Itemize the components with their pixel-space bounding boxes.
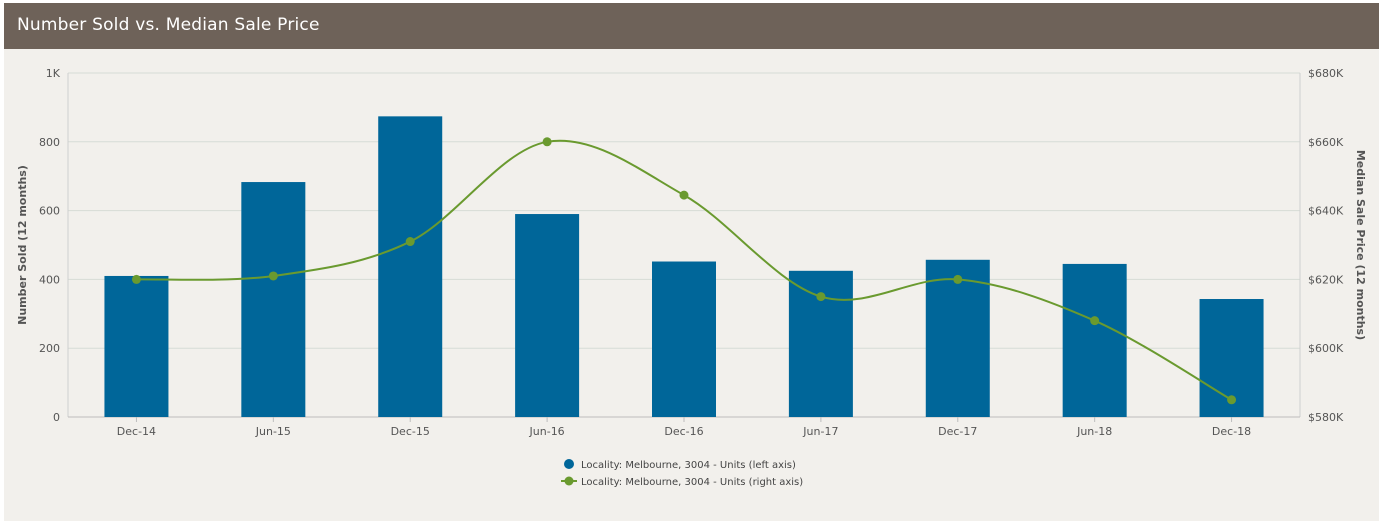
right-tick-label: $620K xyxy=(1308,273,1344,286)
bar[interactable] xyxy=(652,261,716,417)
x-tick-label: Jun-18 xyxy=(1076,425,1112,438)
bar[interactable] xyxy=(104,275,169,417)
left-tick-label: 800 xyxy=(39,136,60,149)
chart-title: Number Sold vs. Median Sale Price xyxy=(17,15,320,35)
left-axis-title: Number Sold (12 months) xyxy=(16,165,29,325)
legend-line-dot[interactable] xyxy=(564,476,574,486)
line-point[interactable] xyxy=(405,237,415,247)
chart-panel: Number Sold vs. Median Sale Price 0 $580K… xyxy=(4,3,1379,521)
right-tick-label: $640K xyxy=(1308,205,1344,218)
line-point[interactable] xyxy=(816,292,826,302)
legend-item-line[interactable]: Locality: Melbourne, 3004 - Units (right… xyxy=(581,477,803,488)
bar[interactable] xyxy=(515,214,580,417)
x-tick-label: Jun-16 xyxy=(529,425,565,438)
chart-header: Number Sold vs. Median Sale Price xyxy=(4,3,1379,49)
x-tick-label: Dec-17 xyxy=(938,425,977,438)
right-tick-label: $680K xyxy=(1308,67,1344,80)
right-tick-label: $660K xyxy=(1308,136,1344,149)
x-tick-label: Dec-16 xyxy=(664,425,703,438)
x-tick-label: Dec-15 xyxy=(391,425,430,438)
line-point[interactable] xyxy=(953,274,963,284)
x-tick-label: Dec-14 xyxy=(117,425,156,438)
legend-bar-marker[interactable] xyxy=(564,459,574,469)
x-tick-label: Jun-15 xyxy=(255,425,291,438)
line-point[interactable] xyxy=(131,274,141,284)
left-tick-label: 1K xyxy=(46,67,61,80)
bar[interactable] xyxy=(241,182,306,417)
bar[interactable] xyxy=(378,116,443,418)
left-tick-label: 0 xyxy=(53,411,60,424)
bar[interactable] xyxy=(1062,263,1127,417)
bar[interactable] xyxy=(925,259,990,417)
legend-item-bars[interactable]: Locality: Melbourne, 3004 - Units (left … xyxy=(581,460,796,471)
right-tick-label: $580K xyxy=(1308,411,1344,424)
left-tick-label: 600 xyxy=(39,205,60,218)
line-point[interactable] xyxy=(1227,395,1237,405)
chart-svg: 0 $580K 200 $600K 400 $620K 600 $640K 800 $660K 1K… xyxy=(16,67,1367,488)
right-tick-label: $600K xyxy=(1308,342,1344,355)
line-point[interactable] xyxy=(268,271,278,281)
line-point[interactable] xyxy=(679,190,689,200)
line-point[interactable] xyxy=(542,137,552,147)
x-tick-label: Jun-17 xyxy=(802,425,838,438)
line-point[interactable] xyxy=(1090,316,1100,326)
left-tick-label: 200 xyxy=(39,342,60,355)
left-tick-label: 400 xyxy=(39,273,60,286)
x-tick-label: Dec-18 xyxy=(1212,425,1251,438)
right-axis-title: Median Sale Price (12 months) xyxy=(1354,150,1367,340)
